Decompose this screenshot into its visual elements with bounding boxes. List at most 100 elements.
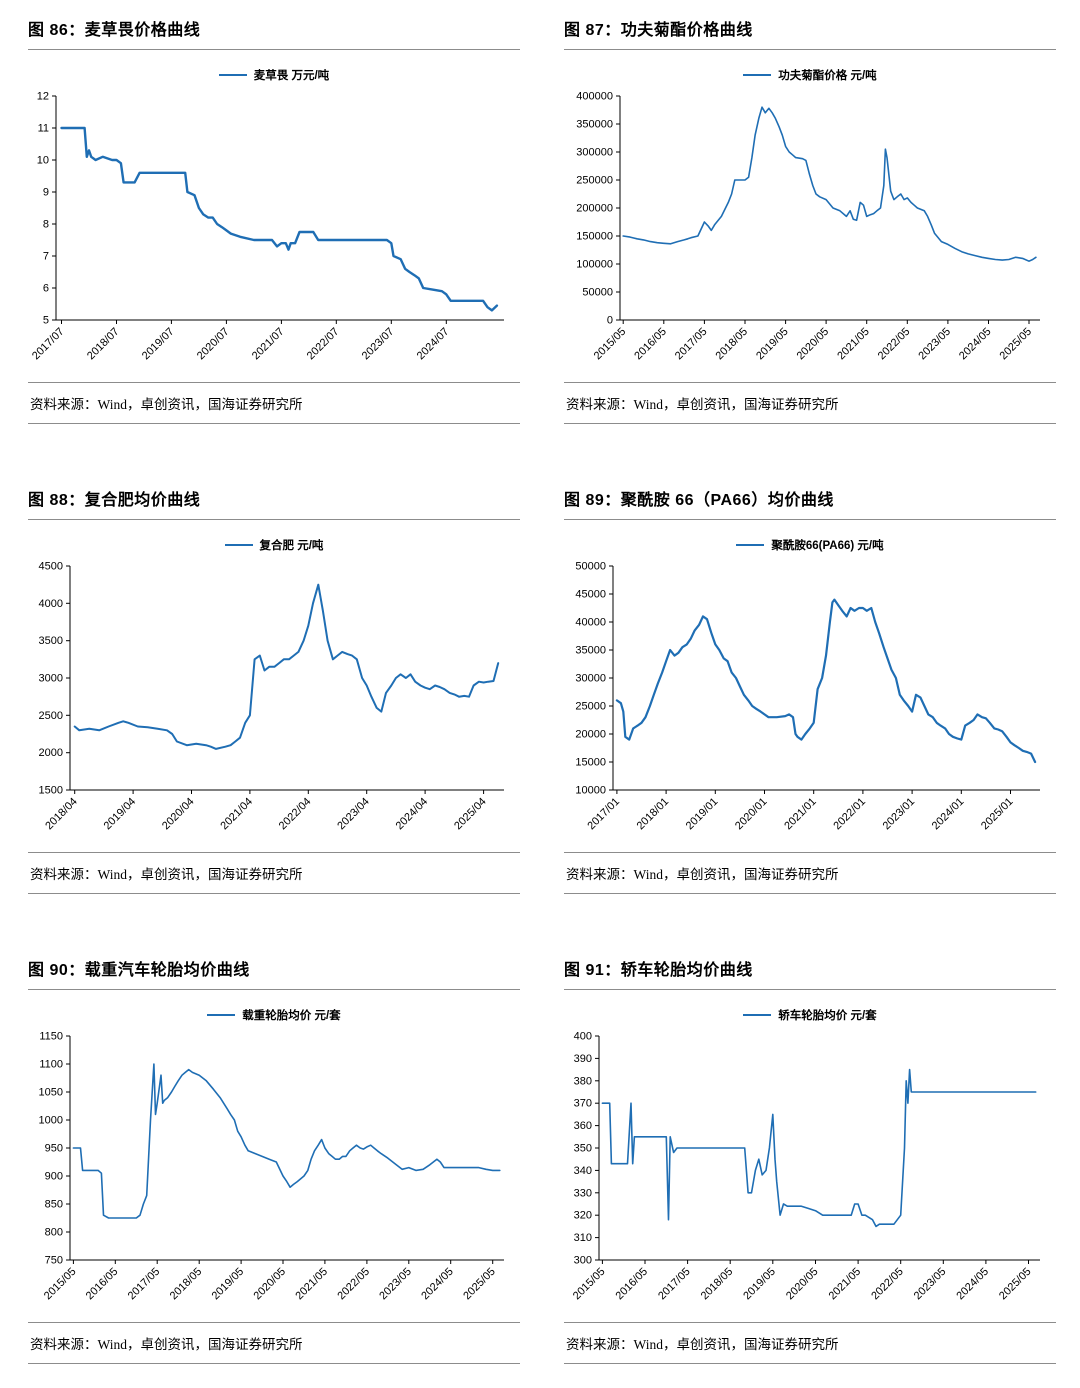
legend-line-icon	[736, 544, 765, 546]
svg-text:2022/01: 2022/01	[831, 796, 868, 833]
svg-text:2025/04: 2025/04	[452, 796, 489, 833]
legend-label: 复合肥 元/吨	[259, 540, 324, 552]
source-text: 资料来源：Wind，卓创资讯，国海证券研究所	[30, 397, 303, 412]
figure-86-panel: 图 86：麦草畏价格曲线 麦草畏 万元/吨 5 6 7 8 9 10 11 12 2017/07…	[28, 12, 520, 424]
svg-text:35000: 35000	[575, 645, 606, 657]
svg-text:2019/04: 2019/04	[102, 796, 139, 833]
figure-91-source: 资料来源：Wind，卓创资讯，国海证券研究所	[564, 1322, 1056, 1364]
svg-text:850: 850	[45, 1199, 63, 1211]
figure-88-legend: 复合肥 元/吨	[28, 536, 520, 554]
svg-text:5: 5	[43, 315, 49, 327]
svg-text:1100: 1100	[39, 1059, 63, 1071]
svg-text:360: 360	[574, 1120, 592, 1132]
legend-line-icon	[743, 74, 772, 76]
svg-text:1000: 1000	[39, 1115, 63, 1127]
svg-text:2022/05: 2022/05	[869, 1266, 906, 1303]
svg-text:1050: 1050	[39, 1087, 63, 1099]
svg-text:2022/05: 2022/05	[335, 1266, 372, 1303]
svg-text:40000: 40000	[575, 617, 606, 629]
svg-text:400000: 400000	[576, 91, 613, 103]
figure-89-panel: 图 89：聚酰胺 66（PA66）均价曲线 聚酰胺66(PA66) 元/吨 10…	[564, 482, 1056, 894]
figure-88-title: 图 88：复合肥均价曲线	[28, 482, 520, 520]
svg-text:2021/05: 2021/05	[835, 326, 872, 363]
svg-text:2021/05: 2021/05	[293, 1266, 330, 1303]
svg-text:12: 12	[37, 91, 49, 103]
svg-text:45000: 45000	[575, 589, 606, 601]
figure-90-title: 图 90：载重汽车轮胎均价曲线	[28, 952, 520, 990]
svg-text:2020/05: 2020/05	[795, 326, 832, 363]
figure-89-plot: 10000 15000 20000 25000 30000 35000 40000 45000…	[575, 561, 1040, 833]
svg-text:7: 7	[43, 251, 49, 263]
svg-text:3500: 3500	[39, 635, 63, 647]
svg-text:2016/05: 2016/05	[632, 326, 669, 363]
svg-text:2017/05: 2017/05	[673, 326, 710, 363]
svg-text:2024/01: 2024/01	[930, 796, 967, 833]
svg-text:2019/05: 2019/05	[754, 326, 791, 363]
svg-text:2021/07: 2021/07	[250, 326, 287, 363]
figure-88-plot: 1500 2000 2500 3000 3500 4000 4500 2018/04 2019/…	[39, 561, 504, 833]
svg-text:2023/04: 2023/04	[335, 796, 372, 833]
svg-text:350: 350	[574, 1143, 592, 1155]
svg-text:2020/05: 2020/05	[784, 1266, 821, 1303]
svg-text:25000: 25000	[575, 701, 606, 713]
figure-91-legend: 轿车轮胎均价 元/套	[564, 1006, 1056, 1024]
figure-89-title: 图 89：聚酰胺 66（PA66）均价曲线	[564, 482, 1056, 520]
svg-text:3000: 3000	[39, 673, 63, 685]
figure-91-title: 图 91：轿车轮胎均价曲线	[564, 952, 1056, 990]
legend-label: 聚酰胺66(PA66) 元/吨	[771, 540, 884, 552]
svg-text:2016/05: 2016/05	[614, 1266, 651, 1303]
svg-text:2019/07: 2019/07	[140, 326, 177, 363]
figure-91-chart: 轿车轮胎均价 元/套 300 310 320 330 340 350 360 370 380 39…	[564, 996, 1056, 1316]
svg-text:20000: 20000	[575, 729, 606, 741]
legend-label: 载重轮胎均价 元/套	[242, 1010, 341, 1022]
svg-text:950: 950	[45, 1143, 63, 1155]
svg-text:2020/07: 2020/07	[195, 326, 232, 363]
figure-86-legend: 麦草畏 万元/吨	[28, 66, 520, 84]
svg-text:2023/05: 2023/05	[912, 1266, 949, 1303]
svg-text:2020/05: 2020/05	[252, 1266, 289, 1303]
svg-text:370: 370	[574, 1098, 592, 1110]
svg-text:2017/05: 2017/05	[126, 1266, 163, 1303]
svg-text:150000: 150000	[576, 231, 613, 243]
svg-text:4000: 4000	[39, 598, 63, 610]
svg-text:2024/05: 2024/05	[954, 1266, 991, 1303]
svg-text:2025/05: 2025/05	[998, 326, 1035, 363]
figure-90-source: 资料来源：Wind，卓创资讯，国海证券研究所	[28, 1322, 520, 1364]
svg-text:380: 380	[574, 1075, 592, 1087]
svg-text:2017/07: 2017/07	[30, 326, 67, 363]
svg-text:200000: 200000	[576, 203, 613, 215]
figure-87-chart: 功夫菊酯价格 元/吨 0 50000 100000 150000 200000 25000…	[564, 56, 1056, 376]
figure-86-source: 资料来源：Wind，卓创资讯，国海证券研究所	[28, 382, 520, 424]
figure-86-chart: 麦草畏 万元/吨 5 6 7 8 9 10 11 12 2017/07 2018/07 2019/0…	[28, 56, 520, 376]
figure-91-panel: 图 91：轿车轮胎均价曲线 轿车轮胎均价 元/套 300 310 320 330 340…	[564, 952, 1056, 1364]
svg-text:2024/07: 2024/07	[415, 326, 452, 363]
figure-89-source: 资料来源：Wind，卓创资讯，国海证券研究所	[564, 852, 1056, 894]
svg-text:2017/05: 2017/05	[656, 1266, 693, 1303]
svg-text:2020/04: 2020/04	[160, 796, 197, 833]
svg-text:2015/05: 2015/05	[592, 326, 629, 363]
svg-text:10000: 10000	[575, 785, 606, 797]
svg-text:2021/01: 2021/01	[782, 796, 819, 833]
svg-text:390: 390	[574, 1053, 592, 1065]
svg-text:2024/05: 2024/05	[957, 326, 994, 363]
svg-text:2018/05: 2018/05	[699, 1266, 736, 1303]
figure-86-plot: 5 6 7 8 9 10 11 12 2017/07 2018/07 2019/07 2020/07 2…	[30, 91, 504, 363]
source-text: 资料来源：Wind，卓创资讯，国海证券研究所	[30, 1337, 303, 1352]
svg-text:2018/07: 2018/07	[85, 326, 122, 363]
svg-text:2500: 2500	[39, 710, 63, 722]
legend-line-icon	[224, 544, 253, 546]
svg-text:2025/01: 2025/01	[979, 796, 1016, 833]
svg-text:300000: 300000	[576, 147, 613, 159]
svg-text:2025/05: 2025/05	[461, 1266, 498, 1303]
svg-text:11: 11	[38, 123, 49, 135]
source-text: 资料来源：Wind，卓创资讯，国海证券研究所	[30, 867, 303, 882]
svg-text:2020/01: 2020/01	[733, 796, 770, 833]
figure-90-panel: 图 90：载重汽车轮胎均价曲线 载重轮胎均价 元/套 750 800 850 900 9…	[28, 952, 520, 1364]
svg-text:2019/05: 2019/05	[741, 1266, 778, 1303]
figure-87-plot: 0 50000 100000 150000 200000 250000 300000 3500…	[576, 91, 1040, 363]
svg-text:50000: 50000	[582, 287, 613, 299]
svg-text:2023/01: 2023/01	[881, 796, 918, 833]
svg-text:30000: 30000	[575, 673, 606, 685]
